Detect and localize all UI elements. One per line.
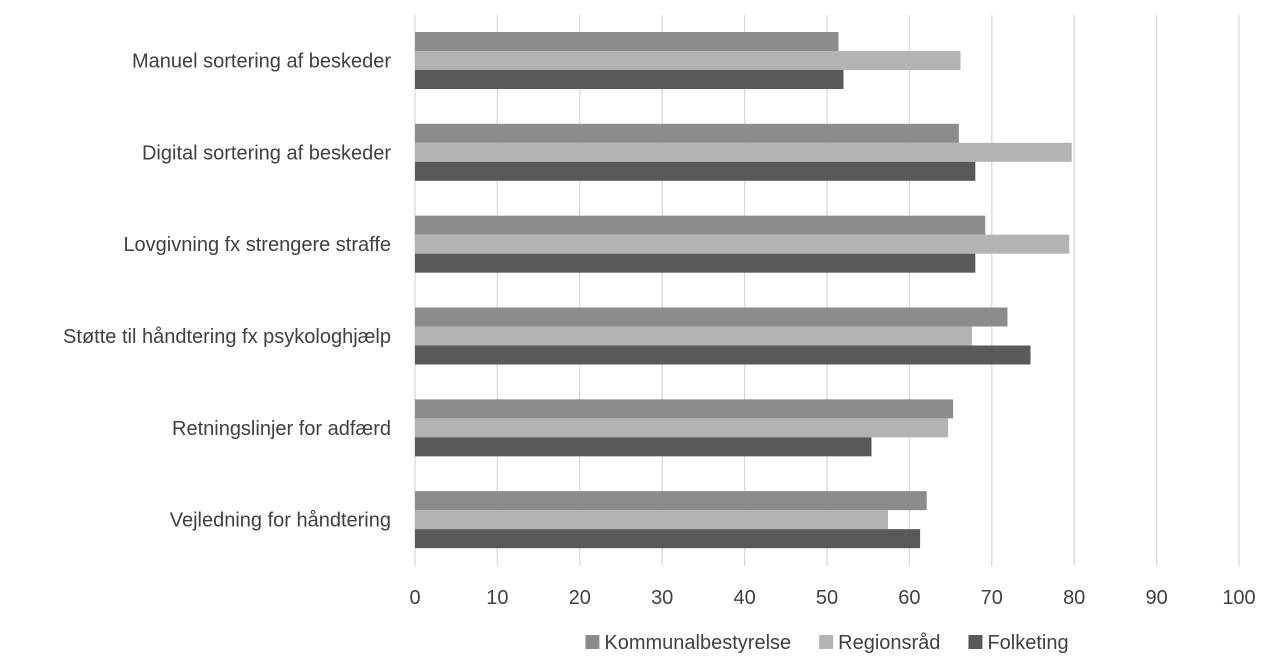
x-tick-label: 80	[1063, 587, 1085, 609]
x-tick-label: 40	[733, 587, 755, 609]
legend-label: Folketing	[987, 632, 1068, 654]
x-tick-label: 100	[1222, 587, 1255, 609]
category-label: Retningslinjer for adfærd	[172, 418, 391, 440]
category-labels: Manuel sortering af beskeder Digital sort…	[63, 51, 391, 532]
legend: Kommunalbestyrelse Regionsråd Folketing	[585, 632, 1069, 654]
category-label: Digital sortering af beskeder	[142, 142, 391, 164]
bar	[415, 253, 976, 273]
bar	[415, 491, 927, 511]
legend-swatch	[585, 635, 600, 649]
x-tick-label: 30	[651, 587, 673, 609]
bar	[415, 399, 954, 419]
x-axis-tick-labels: 0 10 20 30 40 50 60 70 80 90 100	[409, 587, 1255, 609]
bar	[415, 234, 1070, 254]
bar	[415, 326, 973, 346]
bar	[415, 32, 839, 51]
legend-swatch	[819, 635, 834, 649]
x-tick-label: 0	[409, 587, 420, 609]
bar	[415, 345, 1031, 365]
x-tick-label: 10	[486, 587, 508, 609]
category-label: Vejledning for håndtering	[170, 510, 391, 532]
bars	[415, 32, 1072, 549]
bar	[415, 215, 986, 235]
x-tick-label: 60	[898, 587, 920, 609]
x-tick-label: 50	[816, 587, 838, 609]
gridlines	[414, 15, 1240, 566]
x-tick-label: 90	[1145, 587, 1167, 609]
legend-label: Regionsråd	[838, 632, 940, 654]
bar	[415, 123, 959, 143]
bar	[415, 307, 1008, 327]
category-label: Lovgivning fx strengere straffe	[123, 234, 391, 256]
bar	[415, 161, 976, 181]
bar	[415, 51, 961, 70]
legend-swatch	[968, 635, 983, 649]
bar	[415, 142, 1072, 162]
bar	[415, 418, 949, 438]
category-label: Støtte til håndtering fx psykologhjælp	[63, 326, 391, 348]
bar	[415, 437, 872, 457]
bar	[415, 529, 921, 549]
bar	[415, 70, 844, 89]
legend-label: Kommunalbestyrelse	[604, 632, 791, 654]
x-tick-label: 20	[569, 587, 591, 609]
category-label: Manuel sortering af beskeder	[132, 51, 391, 73]
x-tick-label: 70	[981, 587, 1003, 609]
bar	[415, 510, 888, 530]
